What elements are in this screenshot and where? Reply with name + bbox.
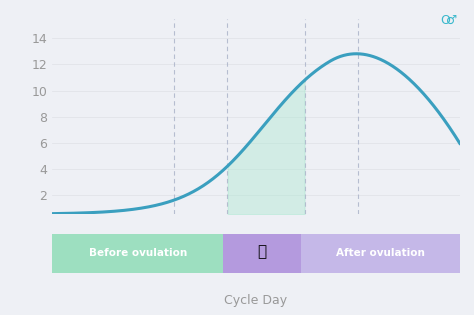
Text: 🥚: 🥚 [257,244,267,259]
Text: O: O [440,14,450,27]
Text: Before ovulation: Before ovulation [89,248,187,258]
Text: After ovulation: After ovulation [336,248,425,258]
Text: Cycle Day: Cycle Day [224,294,288,306]
FancyBboxPatch shape [301,234,460,273]
FancyBboxPatch shape [223,234,301,273]
FancyBboxPatch shape [52,234,223,273]
Text: ♂: ♂ [446,14,457,27]
